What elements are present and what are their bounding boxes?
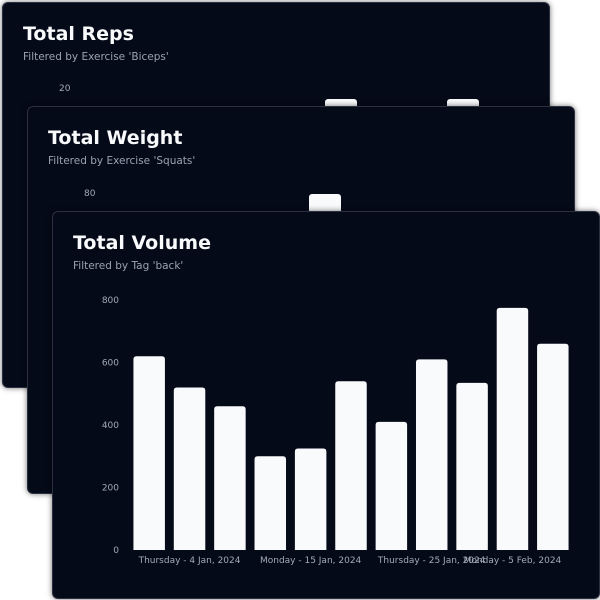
y-tick-label: 800 <box>102 296 119 306</box>
bar <box>214 406 246 550</box>
card-subtitle: Filtered by Exercise 'Squats' <box>48 155 196 167</box>
chart-subtitle: Filtered by Tag 'back' <box>73 260 184 272</box>
bar <box>294 448 327 550</box>
y-tick-label: 600 <box>102 359 119 369</box>
bar <box>335 381 367 550</box>
bar <box>173 387 206 550</box>
bar <box>133 356 165 550</box>
x-tick-label: Monday - 15 Jan, 2024 <box>260 556 362 566</box>
card-subtitle: Filtered by Exercise 'Biceps' <box>23 51 169 63</box>
bar <box>309 194 341 214</box>
card-title: Total Weight <box>48 127 183 149</box>
bar <box>496 307 529 550</box>
y-tick-label: 0 <box>113 546 119 556</box>
y-tick-label: 80 <box>84 189 96 199</box>
x-tick-label: Monday - 5 Feb, 2024 <box>464 556 562 566</box>
y-tick-label: 400 <box>102 421 119 431</box>
chart-title: Total Volume <box>73 232 211 254</box>
bar <box>456 382 488 550</box>
bar <box>375 421 408 550</box>
card-title: Total Reps <box>23 23 134 45</box>
y-tick-label: 20 <box>59 84 71 94</box>
x-tick-label: Thursday - 25 Jan, 2024 <box>377 556 486 566</box>
chart-card-total-volume: Total Volume Filtered by Tag 'back' 0 200… <box>52 211 600 599</box>
bar <box>415 359 448 550</box>
bar <box>537 343 569 550</box>
bar-chart: 0 200 400 600 800 Thursday - 4 Jan, 2024 Monda… <box>102 296 569 566</box>
bar <box>254 456 287 550</box>
x-tick-label: Thursday - 4 Jan, 2024 <box>138 556 241 566</box>
y-tick-label: 200 <box>102 484 119 494</box>
